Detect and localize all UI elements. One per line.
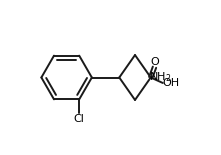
Text: OH: OH (162, 78, 179, 88)
Text: NH$_2$: NH$_2$ (149, 71, 171, 84)
Text: O: O (151, 57, 159, 67)
Text: Cl: Cl (74, 114, 85, 124)
